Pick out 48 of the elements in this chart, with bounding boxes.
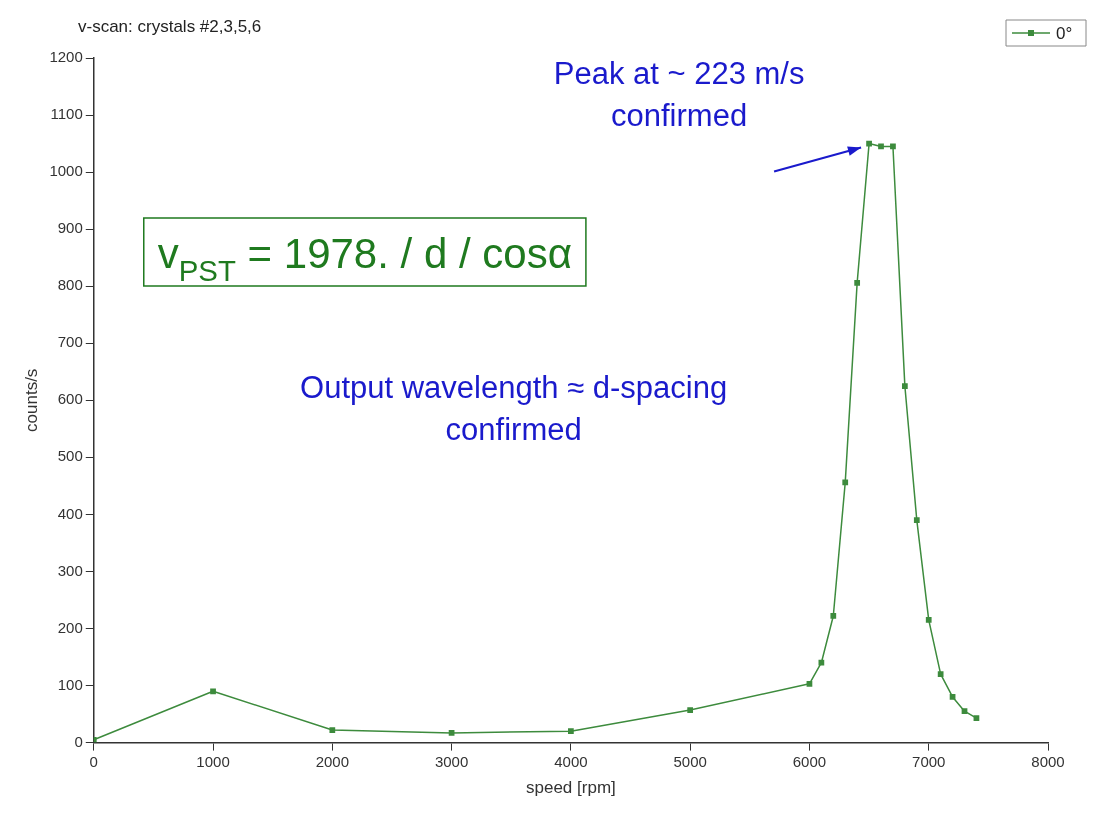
point — [949, 694, 956, 700]
x-tick-label: 0 — [89, 752, 98, 770]
point — [818, 659, 825, 666]
point — [687, 707, 694, 713]
point — [329, 727, 336, 733]
point — [901, 383, 908, 389]
x-tick-label: 4000 — [554, 752, 588, 770]
point — [866, 140, 872, 147]
y-tick-label: 900 — [57, 219, 83, 237]
annotation: Peak at ~ 223 m/s confirmed — [553, 55, 805, 133]
x-axis-title: speed [rpm] — [526, 778, 616, 798]
annotation: Output wavelength ≈ d-spacing confirmed — [300, 370, 728, 447]
y-tick-label: 1100 — [50, 105, 83, 123]
point — [878, 143, 884, 150]
y-tick-label: 1200 — [49, 48, 83, 66]
point — [937, 671, 944, 678]
point — [806, 680, 813, 687]
x-tick-label: 1000 — [196, 752, 230, 770]
y-tick-label: 200 — [57, 618, 83, 636]
legend-label: 0° — [1056, 24, 1073, 43]
y-tick-label: 800 — [57, 276, 83, 294]
x-tick-label: 8000 — [1031, 752, 1065, 770]
y-tick-label: 300 — [57, 561, 83, 579]
y-tick-label: 700 — [57, 333, 83, 351]
y-axis-title: counts/s — [21, 368, 41, 432]
y-tick-label: 100 — [57, 675, 83, 693]
point — [842, 479, 849, 486]
point — [448, 730, 455, 736]
point — [210, 688, 216, 695]
y-tick-label: 500 — [57, 447, 83, 465]
point — [830, 613, 837, 619]
x-tick-label: 6000 — [792, 752, 827, 770]
y-tick-label: 600 — [57, 390, 83, 408]
point — [890, 143, 896, 150]
x-tick-label: 3000 — [434, 752, 469, 770]
x-tick-label: 7000 — [912, 752, 946, 770]
point — [925, 617, 932, 623]
chart-title: v-scan: crystals #2,3,5,6 — [78, 17, 262, 36]
x-tick-label: 2000 — [315, 752, 350, 770]
y-tick-label: 1000 — [49, 162, 83, 180]
y-tick-label: 0 — [74, 732, 83, 750]
x-tick-label: 5000 — [673, 752, 707, 770]
point — [913, 517, 920, 523]
point — [973, 715, 980, 721]
point — [854, 279, 861, 286]
y-tick-label: 400 — [57, 504, 83, 522]
point — [961, 708, 968, 715]
point — [568, 728, 574, 735]
